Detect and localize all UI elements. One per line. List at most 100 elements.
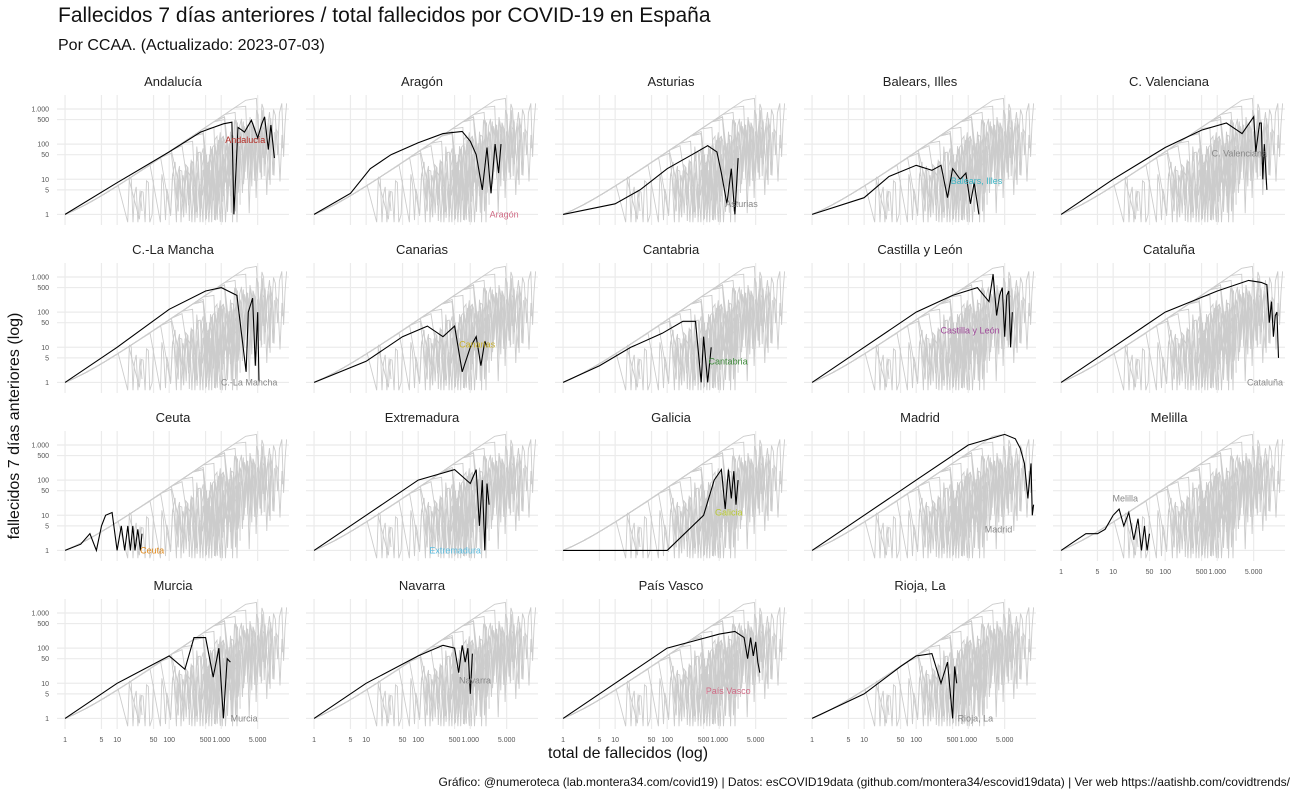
series-label: C.-La Mancha	[221, 377, 278, 387]
x-tick-label: 1.000	[710, 737, 728, 744]
x-tick-label: 500	[698, 737, 710, 744]
background-series-line	[562, 345, 652, 391]
panel-c-valenciana: C. Valenciana C. Valenciana	[1053, 74, 1285, 225]
background-series-line	[313, 177, 403, 223]
y-tick-label: 1	[45, 380, 49, 387]
panel-asturias: Asturias Asturias	[555, 74, 787, 225]
series-label: Extremadura	[429, 545, 481, 555]
series-line	[64, 637, 231, 719]
series-label: Madrid	[985, 524, 1013, 534]
y-tick-label: 500	[37, 117, 49, 124]
x-tick-label: 5.000	[498, 737, 516, 744]
x-tick-label: 1.000	[959, 737, 977, 744]
x-tick-label: 1	[63, 737, 67, 744]
background-series-line	[313, 317, 460, 389]
panel-cantabria: Cantabria Cantabria	[555, 242, 787, 393]
series-line	[64, 116, 275, 215]
panel-title: Rioja, La	[894, 578, 946, 593]
y-tick-label: 1.000	[31, 106, 49, 113]
y-tick-label: 1	[45, 212, 49, 219]
series-label: Cantabria	[709, 356, 748, 366]
x-tick-label: 1.000	[461, 737, 479, 744]
panel-title: Galicia	[651, 410, 692, 425]
panel-c-la-mancha: C.-La Mancha 1 5 10 50 100 500 1.000 C.-La Manch…	[31, 242, 289, 393]
x-tick-label: 500	[947, 737, 959, 744]
x-tick-label: 1	[561, 737, 565, 744]
x-tick-label: 1	[1059, 569, 1063, 576]
background-series-line	[313, 653, 460, 725]
panel-title: Cataluña	[1143, 242, 1196, 257]
series-label: Castilla y León	[941, 326, 1000, 336]
panel-navarra: Navarra 1 5 10 50 100 500 1.000 5.000 Navarra	[306, 578, 538, 744]
series-line	[811, 433, 1035, 551]
x-tick-label: 10	[362, 737, 370, 744]
background-series-line	[811, 681, 901, 727]
x-tick-label: 100	[910, 737, 922, 744]
x-tick-label: 10	[860, 737, 868, 744]
chart-subtitle: Por CCAA. (Actualizado: 2023-07-03)	[58, 37, 325, 54]
x-tick-label: 50	[1146, 569, 1154, 576]
series-label: Melilla	[1112, 494, 1138, 504]
panel-title: País Vasco	[639, 578, 704, 593]
background-series-line	[1060, 317, 1207, 389]
background-series-line	[64, 485, 211, 557]
chart-caption: Gráfico: @numeroteca (lab.montera34.com/…	[438, 775, 1290, 789]
x-tick-label: 5.000	[747, 737, 765, 744]
y-tick-label: 10	[41, 513, 49, 520]
panel-title: Aragón	[401, 74, 443, 89]
series-label: Andalucía	[225, 135, 265, 145]
x-tick-label: 5	[598, 737, 602, 744]
y-tick-label: 10	[41, 681, 49, 688]
y-tick-label: 500	[37, 621, 49, 628]
y-tick-label: 1	[45, 716, 49, 723]
series-label: Aragón	[490, 209, 519, 219]
y-tick-label: 5	[45, 355, 49, 362]
x-tick-label: 5	[349, 737, 353, 744]
background-series-line	[562, 653, 709, 725]
background-series-line	[64, 317, 211, 389]
background-series-line	[64, 149, 211, 221]
panel-galicia: Galicia Galicia	[555, 410, 787, 561]
x-tick-label: 5.000	[996, 737, 1014, 744]
panel-title: Ceuta	[156, 410, 191, 425]
panel-title: Navarra	[399, 578, 446, 593]
x-tick-label: 1	[810, 737, 814, 744]
series-line	[1060, 115, 1268, 215]
series-line	[313, 325, 488, 383]
series-line	[811, 274, 1013, 383]
background-series-line	[1060, 513, 1150, 559]
panel-title: Madrid	[900, 410, 940, 425]
background-series-line	[811, 149, 958, 221]
series-label: Asturias	[725, 199, 758, 209]
y-tick-label: 500	[37, 453, 49, 460]
series-line	[562, 145, 739, 215]
y-tick-label: 1	[45, 548, 49, 555]
y-tick-label: 500	[37, 285, 49, 292]
x-tick-label: 50	[150, 737, 158, 744]
x-tick-label: 10	[113, 737, 121, 744]
y-tick-label: 100	[37, 310, 49, 317]
background-series-line	[64, 653, 211, 725]
series-line	[313, 468, 490, 551]
panel-andaluc-a: Andalucía 1 5 10 50 100 500 1.000 Andalucía	[31, 74, 289, 225]
series-line	[313, 644, 473, 719]
x-tick-label: 100	[661, 737, 673, 744]
series-line	[562, 630, 761, 719]
y-tick-label: 50	[41, 488, 49, 495]
panel-title: Extremadura	[385, 410, 460, 425]
y-tick-label: 100	[37, 478, 49, 485]
y-tick-label: 1.000	[31, 610, 49, 617]
x-tick-label: 5	[100, 737, 104, 744]
background-series-line	[562, 485, 709, 557]
x-tick-label: 5	[1096, 569, 1100, 576]
x-tick-label: 50	[897, 737, 905, 744]
x-tick-label: 1.000	[212, 737, 230, 744]
series-line	[811, 164, 980, 215]
x-tick-label: 5	[847, 737, 851, 744]
panel-madrid: Madrid Madrid	[804, 410, 1036, 561]
series-label: Canarias	[459, 339, 496, 349]
y-tick-label: 5	[45, 187, 49, 194]
x-tick-label: 5.000	[1245, 569, 1263, 576]
background-series-line	[64, 177, 154, 223]
